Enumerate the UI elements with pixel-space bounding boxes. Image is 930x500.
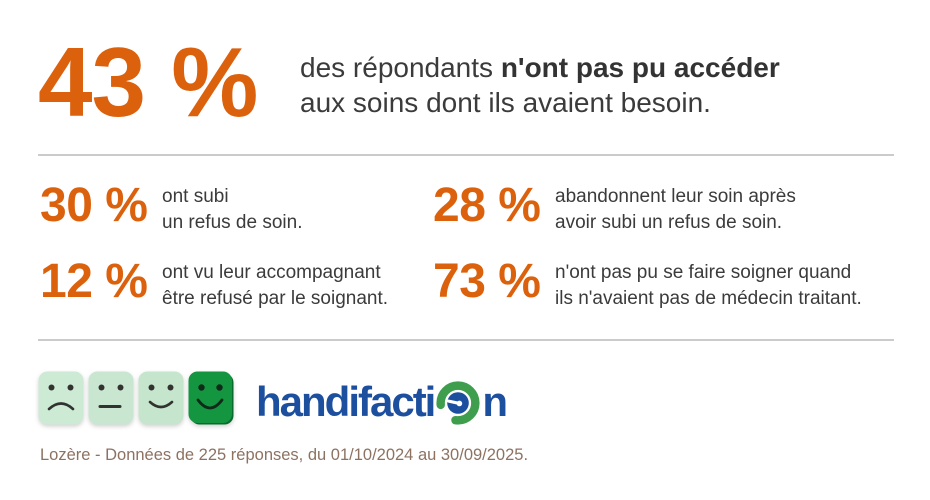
wordmark-suffix: n	[482, 378, 508, 425]
stat-value: 28 %	[433, 179, 541, 232]
hero-percentage: 43 %	[38, 27, 258, 137]
divider-bottom	[38, 339, 894, 341]
mood-tile-neutral-icon	[88, 371, 134, 425]
hero-headline-regular: des répondants	[300, 52, 501, 83]
stat-description: abandonnent leur soin après avoir subi u…	[555, 186, 796, 233]
mood-tile-smile-icon	[138, 371, 184, 425]
hero-headline-line2: aux soins dont ils avaient besoin.	[300, 87, 711, 118]
stat-value: 30 %	[40, 179, 148, 232]
stat-abandon-soin: 28 % abandonnent leur soin après avoir s…	[433, 182, 796, 235]
stat-refus-de-soin: 30 % ont subi un refus de soin.	[40, 182, 302, 235]
handifaction-logo-tiles	[38, 371, 234, 425]
divider-top	[38, 154, 894, 156]
stat-value: 12 %	[40, 255, 148, 308]
data-source-note: Lozère - Données de 225 réponses, du 01/…	[40, 446, 529, 464]
stat-accompagnant-refuse: 12 % ont vu leur accompagnant être refus…	[40, 258, 388, 311]
mood-tile-sad-icon	[38, 371, 84, 425]
handifaction-wordmark: handifacti n	[256, 375, 508, 429]
hero-headline: des répondants n'ont pas pu accéder aux …	[300, 50, 780, 120]
stat-description: ont subi un refus de soin.	[162, 186, 303, 233]
hero-headline-bold: n'ont pas pu accéder	[500, 52, 780, 83]
wordmark-prefix: handifacti	[256, 378, 436, 425]
gauge-icon	[436, 381, 480, 425]
stat-sans-medecin-traitant: 73 % n'ont pas pu se faire soigner quand…	[433, 258, 862, 311]
stat-description: n'ont pas pu se faire soigner quand ils …	[555, 262, 862, 309]
mood-tile-big-smile-icon	[188, 371, 234, 425]
stat-description: ont vu leur accompagnant être refusé par…	[162, 262, 389, 309]
stat-value: 73 %	[433, 255, 541, 308]
